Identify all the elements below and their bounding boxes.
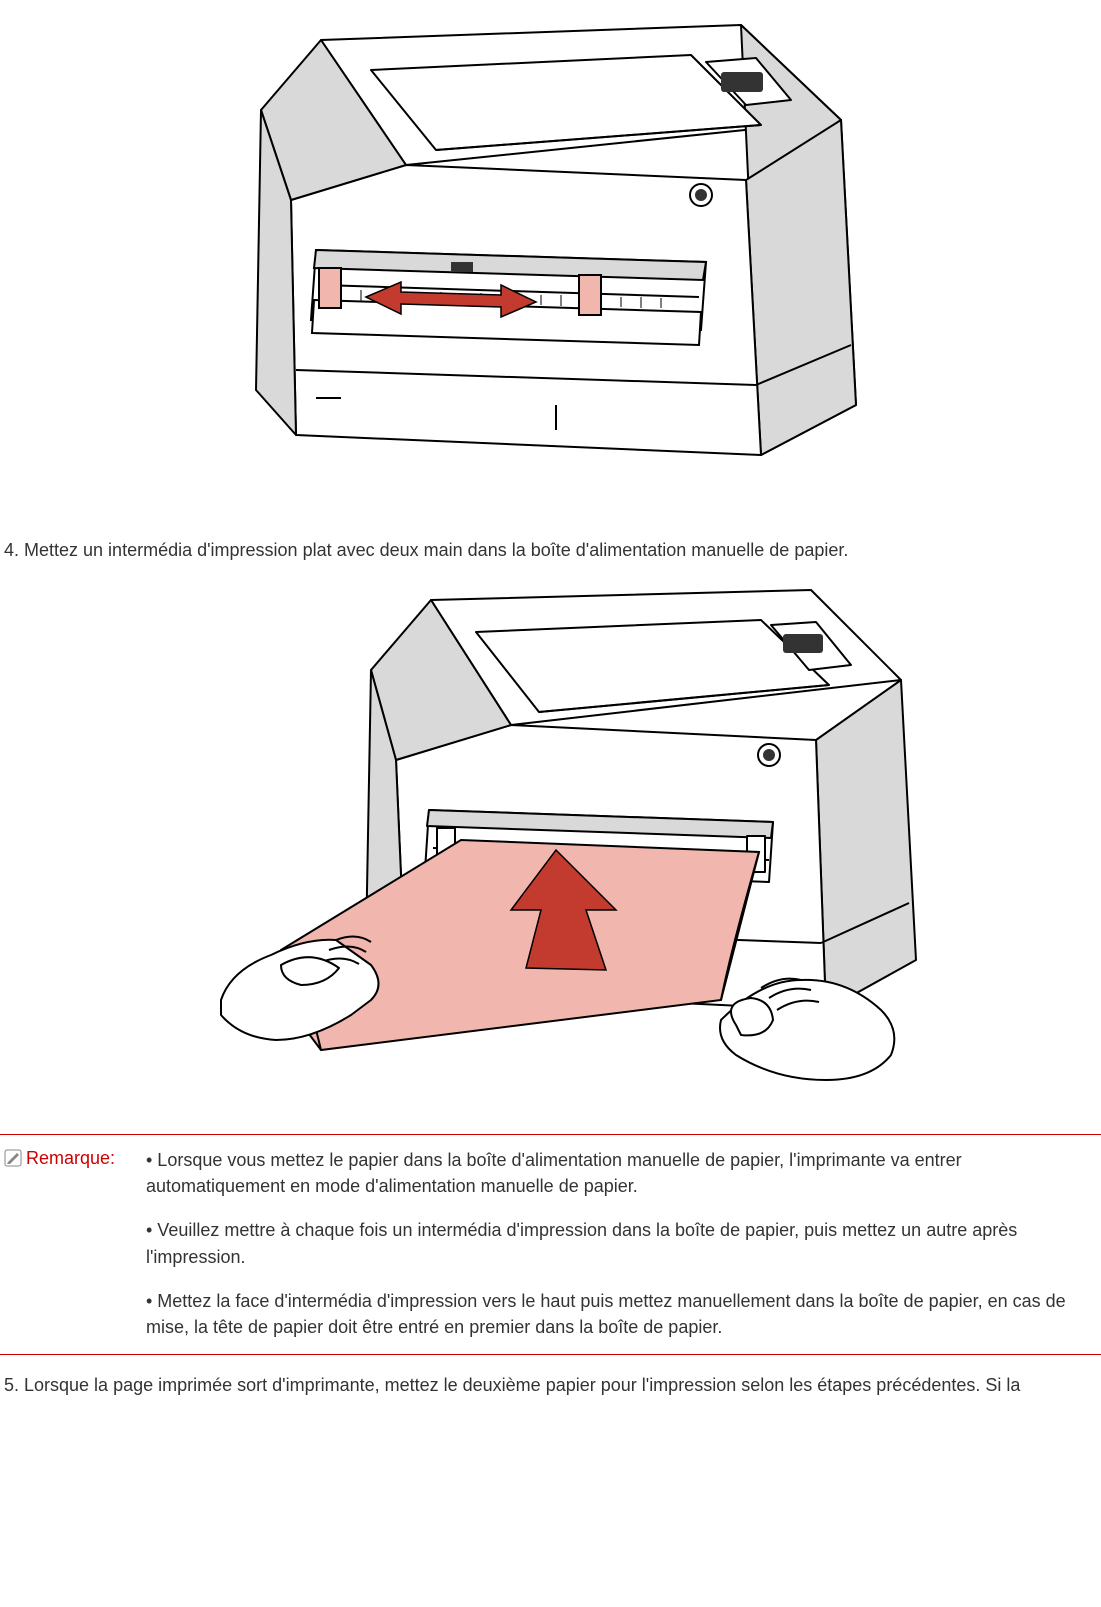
note-item-2: • Veuillez mettre à chaque fois un inter… — [146, 1217, 1101, 1269]
step-5-text: 5. Lorsque la page imprimée sort d'impri… — [0, 1373, 1101, 1397]
figure-insert-paper — [0, 570, 1101, 1110]
printer-line-drawing-1 — [201, 0, 901, 520]
note-item-3: • Mettez la face d'intermédia d'impressi… — [146, 1288, 1101, 1340]
step-4-text: 4. Mettez un intermédia d'impression pla… — [0, 538, 1101, 562]
note-label: Remarque: — [26, 1147, 146, 1169]
figure-printer-tray-open — [0, 0, 1101, 520]
note-block: Remarque: • Lorsque vous mettez le papie… — [0, 1134, 1101, 1355]
note-body: • Lorsque vous mettez le papier dans la … — [146, 1147, 1101, 1340]
printer-line-drawing-2 — [161, 570, 941, 1110]
note-icon — [0, 1147, 26, 1172]
document-page: 4. Mettez un intermédia d'impression pla… — [0, 0, 1101, 1607]
note-item-1: • Lorsque vous mettez le papier dans la … — [146, 1147, 1101, 1199]
